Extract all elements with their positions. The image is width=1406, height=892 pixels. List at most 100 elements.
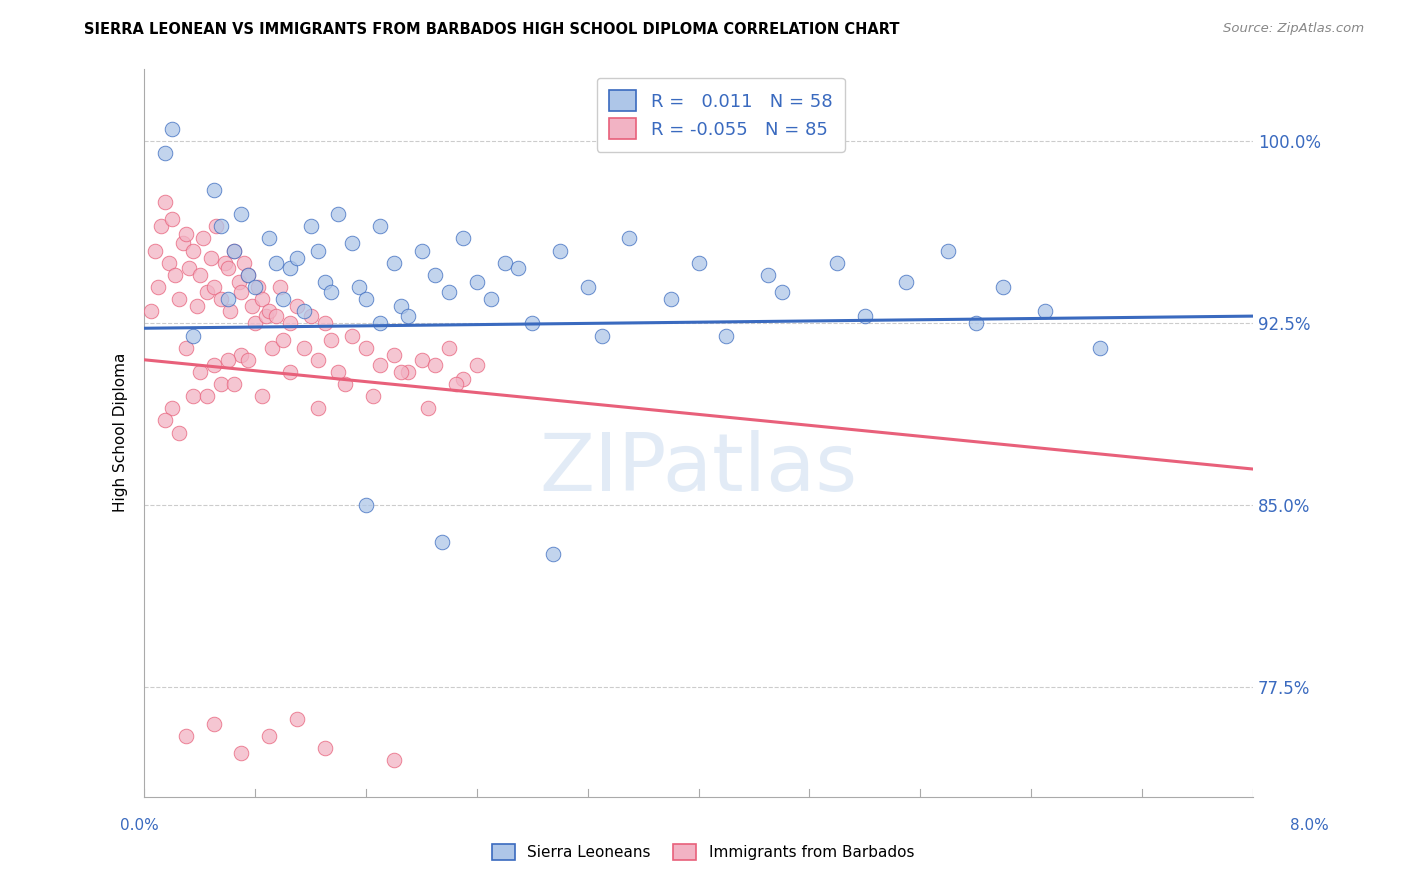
Point <box>770 285 793 299</box>
Point <box>328 207 350 221</box>
Point <box>659 292 682 306</box>
Point <box>174 729 197 743</box>
Point <box>576 280 599 294</box>
Point <box>451 231 474 245</box>
Point <box>150 219 173 234</box>
Point <box>160 122 183 136</box>
Point <box>444 377 467 392</box>
Point <box>465 275 488 289</box>
Point <box>247 280 270 294</box>
Point <box>195 389 218 403</box>
Point <box>853 309 876 323</box>
Point <box>321 285 343 299</box>
Text: Source: ZipAtlas.com: Source: ZipAtlas.com <box>1223 22 1364 36</box>
Point <box>231 285 253 299</box>
Point <box>231 207 253 221</box>
Point <box>160 401 183 416</box>
Point <box>756 268 779 282</box>
Point <box>328 365 350 379</box>
Point <box>396 365 419 379</box>
Point <box>522 317 544 331</box>
Point <box>202 280 225 294</box>
Point <box>231 348 253 362</box>
Point <box>299 219 322 234</box>
Point <box>1090 341 1112 355</box>
Point <box>321 334 343 348</box>
Point <box>619 231 641 245</box>
Point <box>160 212 183 227</box>
Point <box>278 260 301 275</box>
Point <box>228 275 250 289</box>
Point <box>205 219 228 234</box>
Point <box>163 268 186 282</box>
Point <box>591 328 613 343</box>
Point <box>307 352 329 367</box>
Point <box>191 231 214 245</box>
Point <box>172 236 194 251</box>
Point <box>307 244 329 258</box>
Point <box>153 146 176 161</box>
Point <box>354 499 377 513</box>
Point <box>200 251 222 265</box>
Point <box>167 292 190 306</box>
Point <box>292 341 315 355</box>
Point <box>688 256 710 270</box>
Point <box>314 741 336 756</box>
Point <box>382 256 405 270</box>
Point <box>936 244 959 258</box>
Point <box>174 341 197 355</box>
Point <box>209 377 232 392</box>
Point <box>716 328 738 343</box>
Point <box>342 236 364 251</box>
Point <box>157 256 180 270</box>
Point <box>224 377 246 392</box>
Point <box>209 292 232 306</box>
Point <box>368 219 391 234</box>
Text: SIERRA LEONEAN VS IMMIGRANTS FROM BARBADOS HIGH SCHOOL DIPLOMA CORRELATION CHART: SIERRA LEONEAN VS IMMIGRANTS FROM BARBAD… <box>84 22 900 37</box>
Point <box>437 341 460 355</box>
Point <box>368 358 391 372</box>
Point <box>314 317 336 331</box>
Point <box>411 244 433 258</box>
Point <box>307 401 329 416</box>
Point <box>465 358 488 372</box>
Point <box>209 219 232 234</box>
Point <box>1033 304 1056 318</box>
Point <box>254 309 277 323</box>
Point <box>825 256 848 270</box>
Point <box>368 317 391 331</box>
Point <box>437 285 460 299</box>
Point <box>451 372 474 386</box>
Point <box>148 280 170 294</box>
Point <box>896 275 918 289</box>
Point <box>389 299 412 313</box>
Point <box>153 194 176 209</box>
Text: ZIPatlas: ZIPatlas <box>540 430 858 508</box>
Point <box>432 534 454 549</box>
Y-axis label: High School Diploma: High School Diploma <box>114 353 128 512</box>
Point <box>153 413 176 427</box>
Point <box>238 352 260 367</box>
Point <box>177 260 200 275</box>
Point <box>195 285 218 299</box>
Point <box>335 377 357 392</box>
Point <box>271 292 294 306</box>
Point <box>188 365 211 379</box>
Legend: Sierra Leoneans, Immigrants from Barbados: Sierra Leoneans, Immigrants from Barbado… <box>486 838 920 866</box>
Point <box>217 260 239 275</box>
Point <box>233 256 256 270</box>
Point <box>186 299 208 313</box>
Text: 8.0%: 8.0% <box>1289 818 1329 832</box>
Point <box>202 717 225 731</box>
Point <box>224 244 246 258</box>
Point <box>245 280 267 294</box>
Point <box>202 183 225 197</box>
Point <box>292 304 315 318</box>
Point <box>174 227 197 241</box>
Point <box>214 256 236 270</box>
Point <box>167 425 190 440</box>
Point <box>382 348 405 362</box>
Point <box>257 304 280 318</box>
Point <box>217 292 239 306</box>
Point <box>314 275 336 289</box>
